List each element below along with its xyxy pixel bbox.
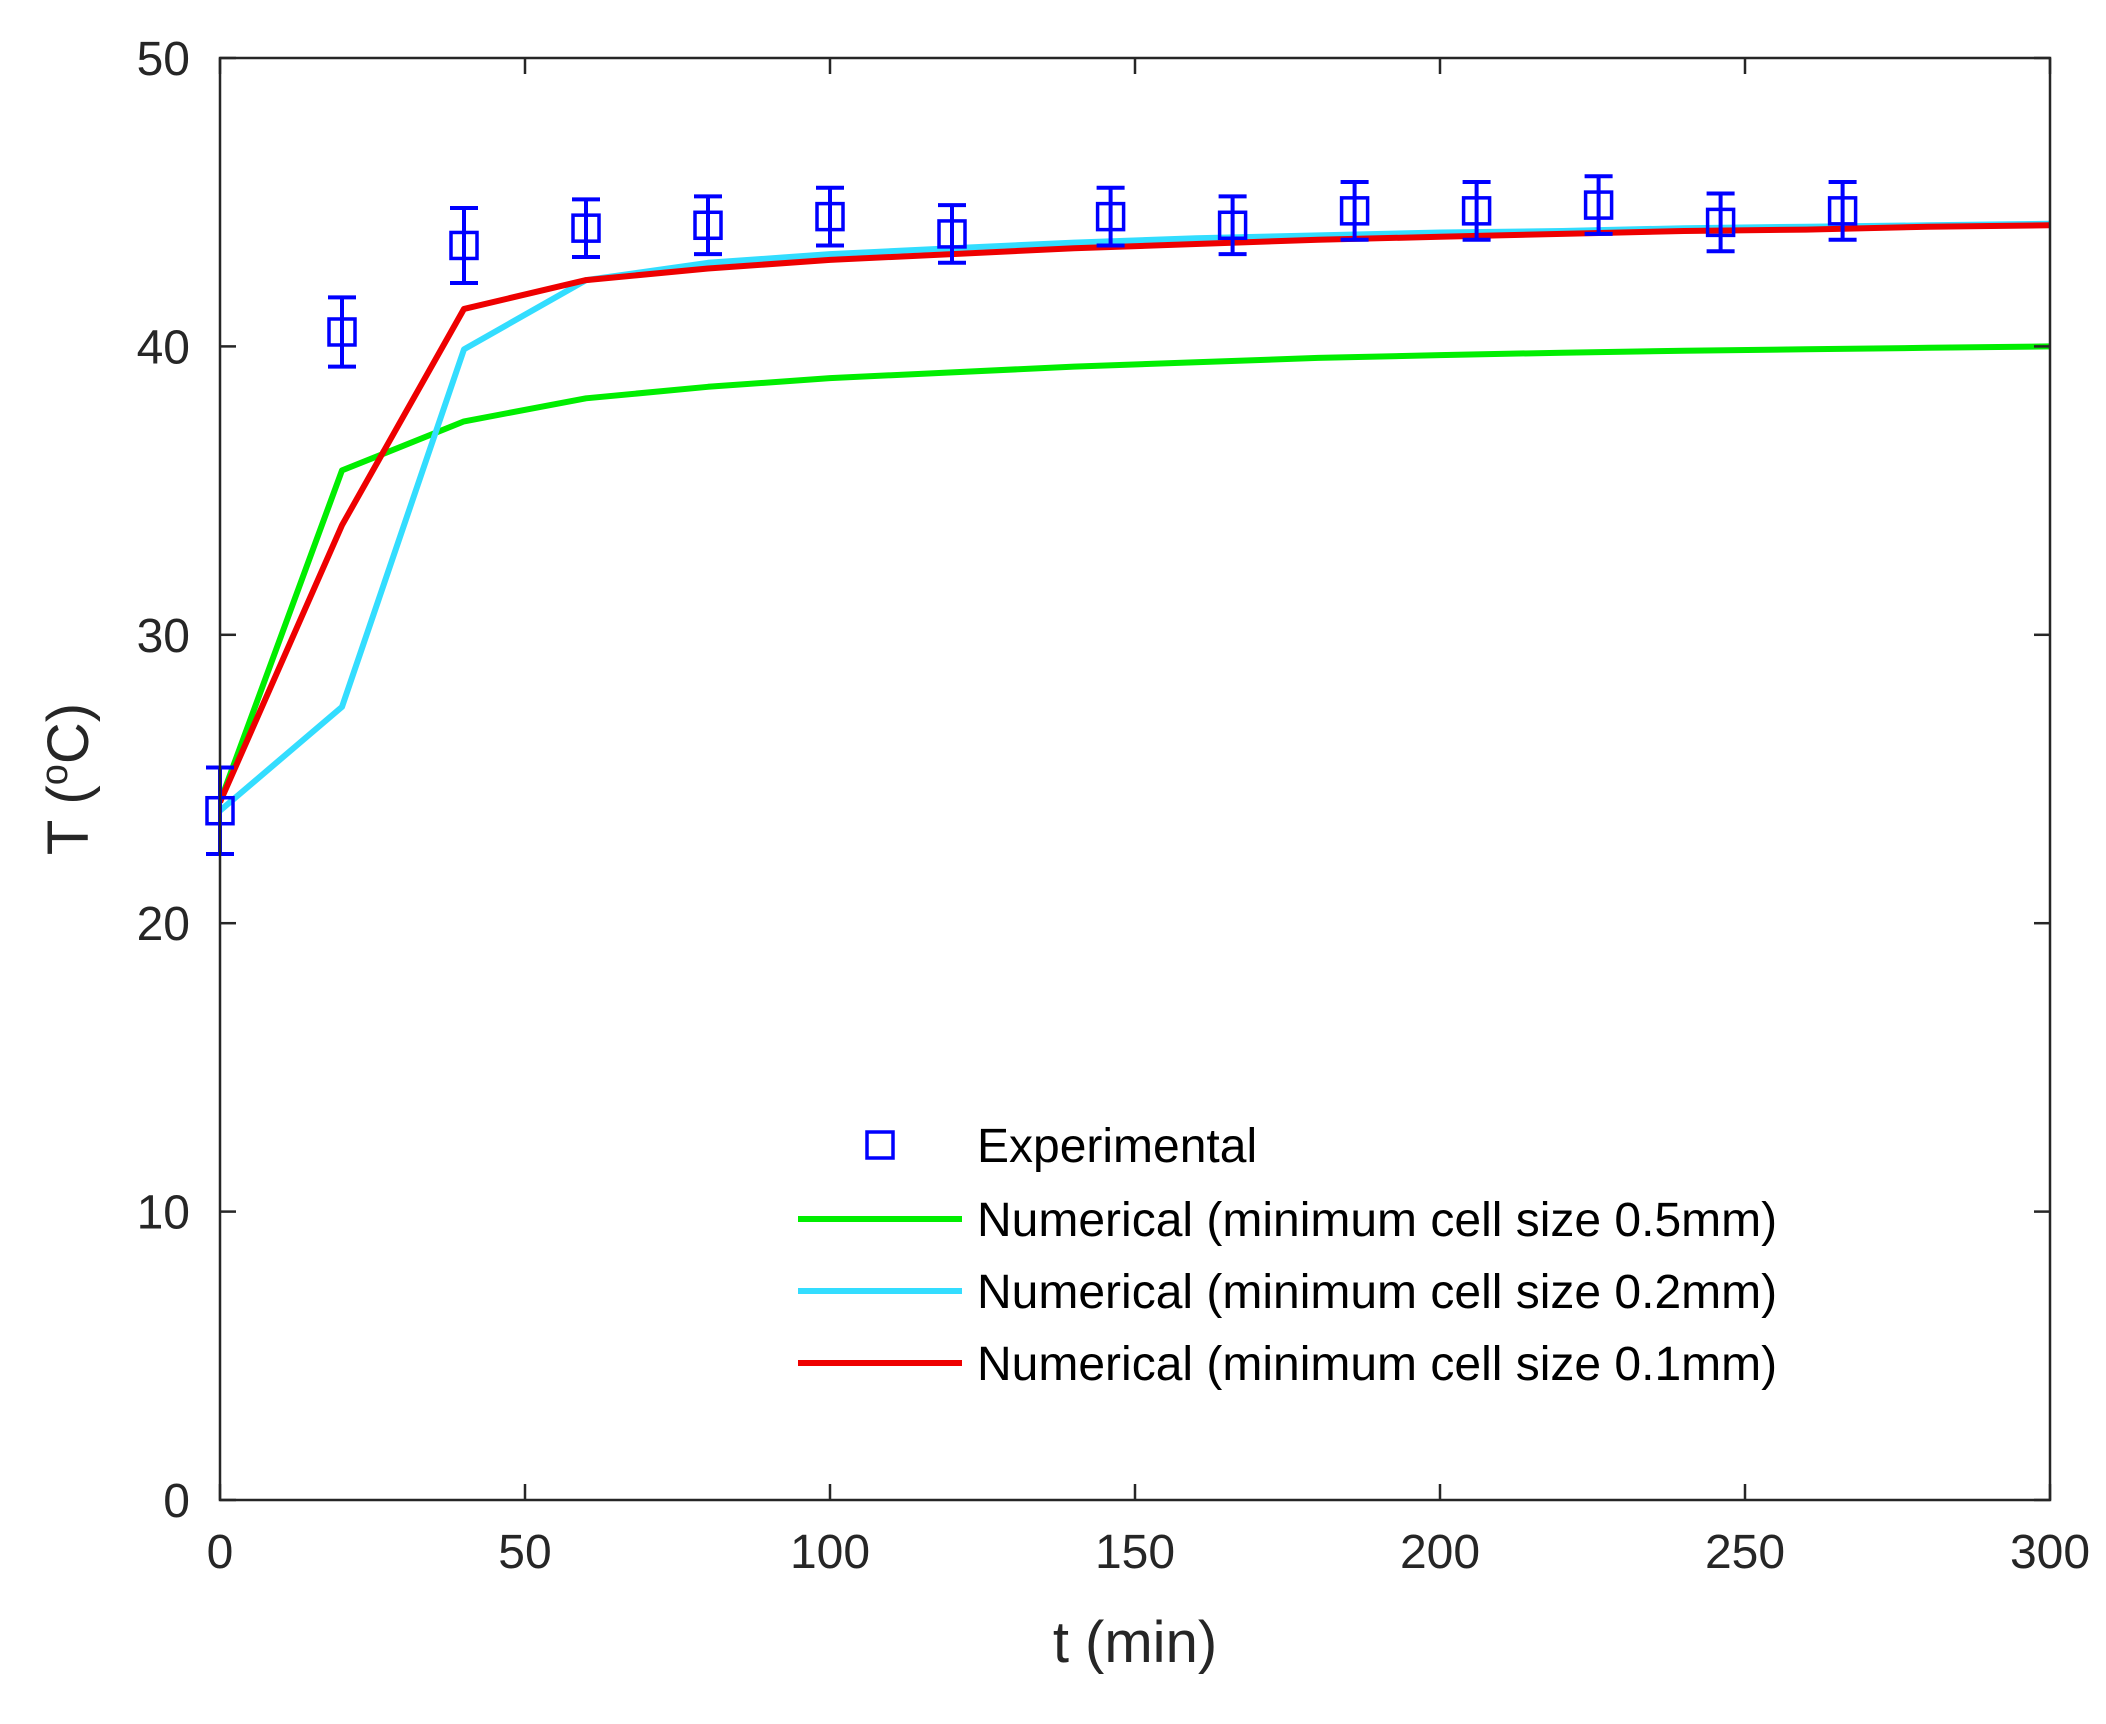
experimental-point xyxy=(937,203,967,265)
x-tick-label: 150 xyxy=(1095,1526,1175,1579)
legend: Experimental Numerical (minimum cell size… xyxy=(798,1120,1777,1391)
experimental-point xyxy=(449,205,479,285)
y-tick-label: 40 xyxy=(137,321,190,374)
y-tick-label: 30 xyxy=(137,610,190,663)
experimental-marker xyxy=(1339,196,1370,226)
experimental-point xyxy=(571,197,601,259)
y-axis-title-superscript: o xyxy=(34,764,76,785)
x-axis-title: t (min) xyxy=(1053,1610,1217,1675)
experimental-marker xyxy=(327,317,357,347)
legend-label: Numerical (minimum cell size 0.2mm) xyxy=(977,1266,1777,1319)
experimental-point xyxy=(1339,180,1370,242)
legend-label: Numerical (minimum cell size 0.5mm) xyxy=(977,1194,1777,1247)
experimental-marker xyxy=(693,210,723,241)
legend-marker xyxy=(865,1130,895,1160)
series-line xyxy=(220,222,2050,804)
experimental-marker xyxy=(1461,196,1492,226)
y-axis-title: T (oC) xyxy=(34,703,101,855)
experimental-marker xyxy=(815,201,845,232)
x-tick-label: 200 xyxy=(1400,1526,1480,1579)
legend-entry: Numerical (minimum cell size 0.5mm) xyxy=(798,1194,1777,1247)
experimental-point xyxy=(693,194,723,257)
x-tick-label: 250 xyxy=(1705,1526,1785,1579)
series-line xyxy=(220,343,2050,804)
experimental-marker xyxy=(1095,201,1126,232)
experimental-marker xyxy=(937,219,967,249)
marker-layer xyxy=(205,174,1858,856)
experimental-marker xyxy=(1705,207,1736,238)
experimental-marker xyxy=(449,230,479,261)
experimental-point xyxy=(327,295,357,369)
experimental-point xyxy=(1461,180,1492,242)
experimental-point xyxy=(815,185,845,248)
legend-entry: Numerical (minimum cell size 0.1mm) xyxy=(798,1338,1777,1391)
tick-layer: 0 50 100 150 200 250 300 0 10 20 30 40 50 xyxy=(137,33,2090,1579)
x-tick-label: 0 xyxy=(207,1526,234,1579)
x-tick-label: 50 xyxy=(498,1526,551,1579)
legend-label: Experimental xyxy=(977,1120,1257,1173)
y-tick-label: 0 xyxy=(163,1475,190,1528)
legend-entry: Numerical (minimum cell size 0.2mm) xyxy=(798,1266,1777,1319)
y-axis-title-prefix: T ( xyxy=(36,785,101,855)
x-tick-label: 100 xyxy=(790,1526,870,1579)
experimental-marker xyxy=(1827,196,1858,226)
experimental-point xyxy=(1095,185,1126,248)
legend-entry: Experimental xyxy=(865,1120,1257,1173)
legend-label: Numerical (minimum cell size 0.1mm) xyxy=(977,1338,1777,1391)
y-tick-label: 20 xyxy=(137,898,190,951)
series-layer xyxy=(220,220,2050,813)
experimental-marker xyxy=(1217,210,1248,241)
series-line xyxy=(220,220,2050,813)
experimental-point xyxy=(1827,180,1858,242)
experimental-marker xyxy=(571,213,601,243)
experimental-point xyxy=(1217,194,1248,257)
experimental-point xyxy=(1705,191,1736,254)
x-tick-label: 300 xyxy=(2010,1526,2090,1579)
y-tick-label: 50 xyxy=(137,33,190,86)
y-axis-title-suffix: C) xyxy=(36,703,101,764)
experimental-point xyxy=(1583,174,1614,236)
experimental-marker xyxy=(1583,190,1614,220)
y-tick-label: 10 xyxy=(137,1187,190,1240)
